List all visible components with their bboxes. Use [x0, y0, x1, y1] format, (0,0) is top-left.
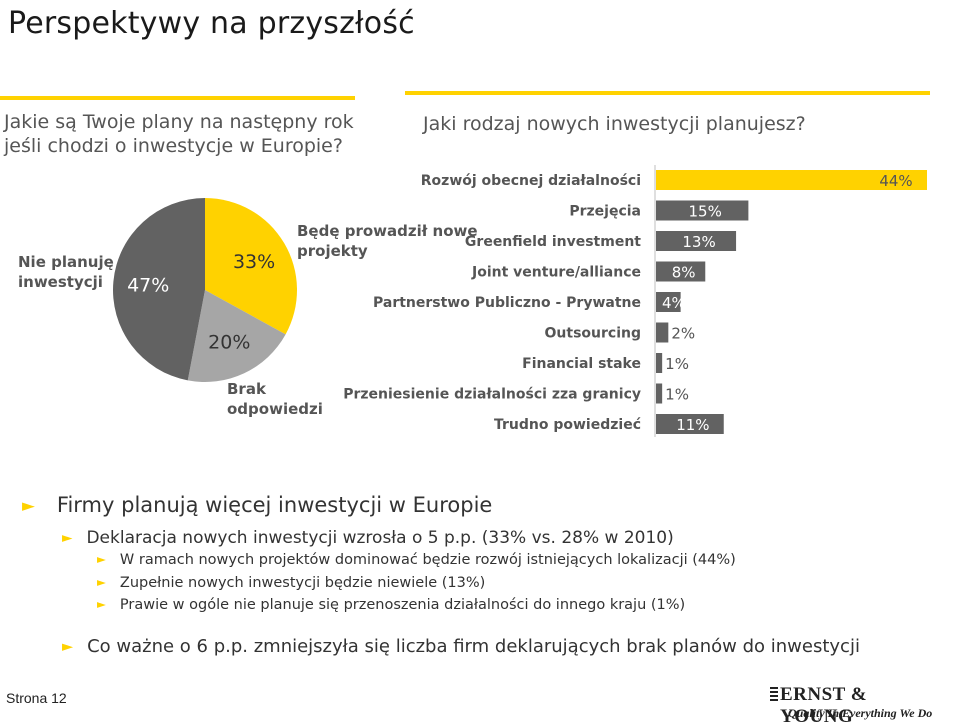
bar	[656, 261, 706, 282]
bullet-sub: ► Deklaracja nowych inwestycji wzrosła o …	[62, 528, 674, 548]
bar-value-label: 44%	[879, 172, 912, 190]
ernst-young-logo: ERNST & YOUNG Quality In Everything We D…	[770, 684, 940, 727]
bar-category-label: Joint venture/alliance	[471, 265, 641, 281]
bar	[656, 292, 681, 312]
bar-category-label: Partnerstwo Publiczno - Prywatne	[373, 295, 641, 311]
bullet-arrow-icon: ►	[97, 552, 106, 566]
bar	[656, 414, 724, 434]
logo-name: ERNST & YOUNG	[780, 684, 868, 727]
left-question: Jakie są Twoje plany na następny rok jeś…	[4, 111, 354, 157]
pie-category-label: Będę prowadził nowe projekty	[297, 222, 478, 260]
bullet-arrow-icon: ►	[97, 597, 106, 611]
bar	[656, 322, 669, 343]
bullet-last: ► Co ważne o 6 p.p. zmniejszyła się liczb…	[62, 636, 860, 657]
bar-value-label: 8%	[672, 264, 696, 282]
bullet-detail: ► Prawie w ogóle nie planuje się przenosz…	[97, 597, 685, 613]
bar-category-label: Przeniesienie działalności zza granicy	[343, 387, 641, 403]
bar-category-label: Outsourcing	[545, 326, 641, 342]
bullet-detail-text: Zupełnie nowych inwestycji będzie niewie…	[119, 575, 486, 591]
bar	[656, 353, 663, 373]
pie-slice	[112, 198, 205, 381]
bar	[656, 200, 749, 221]
bullet-main-text: Firmy planują więcej inwestycji w Europi…	[56, 493, 493, 517]
bar-category-label: Greenfield investment	[465, 234, 641, 250]
bullet-arrow-icon: ►	[97, 575, 106, 589]
bar-value-label: 1%	[665, 386, 689, 404]
bar-chart: Rozwój obecnej działalności 44% Przejęcia 1…	[343, 165, 927, 437]
pie-value-label: 47%	[127, 275, 169, 297]
pie-slice	[187, 290, 286, 382]
bar-category-label: Financial stake	[522, 356, 641, 372]
pie-chart: 47% 33% 20% Nie planuję inwestycji Będę prowa…	[18, 198, 478, 418]
right-question: Jaki rodzaj nowych inwestycji planujesz?	[423, 113, 806, 135]
logo-bars-icon	[770, 687, 778, 701]
bullet-detail: ► W ramach nowych projektów dominować będ…	[97, 552, 736, 568]
slide-title: Perspektywy na przyszłość	[8, 6, 415, 41]
title-divider-left	[0, 96, 355, 100]
bullet-detail-text: W ramach nowych projektów dominować będz…	[119, 552, 736, 568]
bullet-sub-text: Deklaracja nowych inwestycji wzrosła o 5…	[86, 528, 674, 548]
bar-value-label: 15%	[689, 203, 722, 221]
bullet-arrow-icon: ►	[22, 495, 35, 515]
pie-category-label: Nie planuję inwestycji	[18, 253, 114, 291]
pie-slice	[205, 198, 298, 335]
bullet-detail: ► Zupełnie nowych inwestycji będzie niewi…	[97, 575, 485, 591]
bullet-main: ► Firmy planują więcej inwestycji w Europ…	[22, 493, 492, 517]
logo-tagline: Quality In Everything We Do	[788, 706, 933, 720]
bar-value-label: 13%	[682, 233, 715, 251]
bar-category-label: Trudno powiedzieć	[494, 417, 641, 433]
pie-category-label: Brak odpowiedzi	[227, 380, 323, 418]
bar-value-label: 11%	[676, 416, 709, 434]
bar-value-label: 2%	[671, 325, 695, 343]
bar	[656, 170, 927, 190]
bullet-detail-text: Prawie w ogóle nie planuje się przenosze…	[119, 597, 686, 613]
bar	[656, 383, 663, 404]
page-number: Strona 12	[6, 690, 67, 706]
pie-value-label: 20%	[208, 332, 250, 354]
title-divider-right	[405, 91, 930, 95]
bar-category-label: Przejęcia	[569, 204, 641, 220]
bar-category-label: Rozwój obecnej działalności	[421, 173, 641, 189]
bullet-arrow-icon: ►	[62, 530, 73, 546]
bullet-arrow-icon: ►	[62, 639, 74, 655]
pie-value-label: 33%	[233, 251, 275, 273]
bar	[656, 231, 737, 251]
charts-canvas: 47% 33% 20% Nie planuję inwestycji Będę prowa…	[18, 165, 927, 437]
bar-value-label: 4%	[662, 294, 686, 312]
bullet-last-text: Co ważne o 6 p.p. zmniejszyła się liczba…	[87, 636, 860, 657]
bar-value-label: 1%	[665, 355, 689, 373]
